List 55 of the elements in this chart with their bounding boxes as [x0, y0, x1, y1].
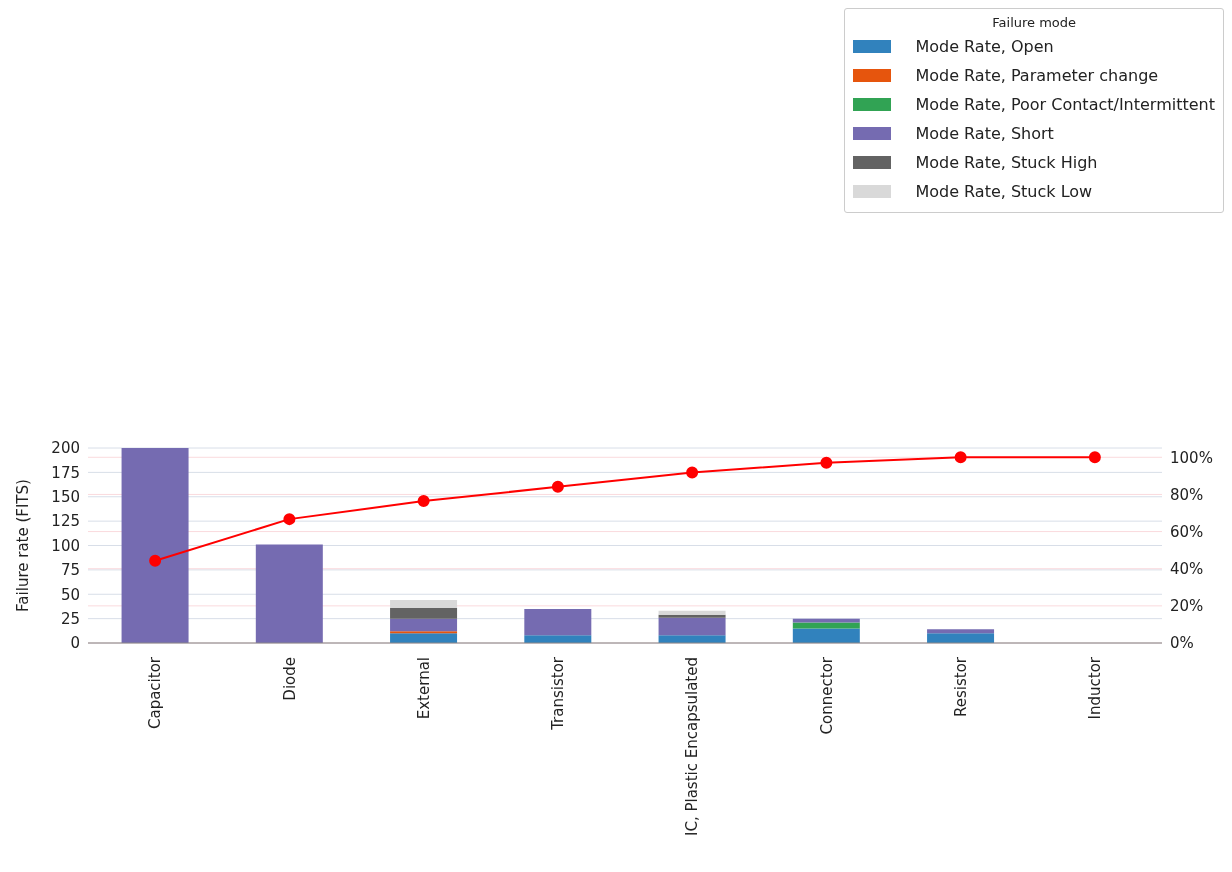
- bar: [927, 629, 995, 634]
- bar: [792, 628, 860, 643]
- x-tick-label: Inductor: [1086, 656, 1105, 720]
- bar: [658, 610, 726, 615]
- legend-label: Mode Rate, Parameter change: [915, 66, 1159, 85]
- bar: [792, 618, 860, 623]
- y2-tick-label: 40%: [1170, 560, 1204, 579]
- y-tick-label: 175: [51, 463, 80, 482]
- point: [820, 456, 833, 469]
- y-tick-label: 0: [70, 634, 80, 653]
- legend-title: Failure mode: [991, 15, 1078, 30]
- bar: [658, 614, 726, 618]
- point: [149, 554, 162, 567]
- bar: [927, 633, 995, 643]
- x-tick-label: Resistor: [951, 656, 970, 717]
- legend-label: Mode Rate, Stuck High: [915, 153, 1098, 172]
- y-tick-label: 50: [60, 585, 80, 604]
- point: [283, 513, 296, 526]
- point: [551, 480, 564, 493]
- bar: [658, 617, 726, 636]
- y-tick-label: 200: [51, 439, 80, 458]
- y2-tick-label: 0%: [1170, 634, 1194, 653]
- x-tick-label: External: [414, 657, 433, 720]
- x-tick-label: Capacitor: [146, 656, 165, 730]
- bar: [390, 633, 458, 643]
- y2-tick-label: 80%: [1170, 485, 1204, 504]
- point: [686, 466, 699, 479]
- bar: [390, 618, 458, 632]
- y-tick-label: 75: [60, 561, 80, 580]
- point: [954, 451, 967, 464]
- y2-tick-label: 100%: [1170, 448, 1213, 467]
- y2-tick-label: 60%: [1170, 522, 1204, 541]
- y-tick-label: 100: [51, 536, 80, 555]
- point: [1088, 451, 1101, 464]
- bar: [658, 635, 726, 643]
- bar: [255, 544, 323, 643]
- legend-label: Mode Rate, Poor Contact/Intermittent: [915, 95, 1215, 114]
- x-tick-label: Diode: [280, 657, 299, 701]
- y-tick-label: 25: [60, 609, 80, 628]
- legend-label: Mode Rate, Open: [915, 37, 1054, 56]
- bar: [524, 635, 592, 643]
- legend-label: Mode Rate, Short: [915, 124, 1054, 143]
- bar: [390, 607, 458, 619]
- bar: [121, 448, 189, 643]
- legend-label: Mode Rate, Stuck Low: [915, 182, 1093, 201]
- y-tick-label: 150: [51, 488, 80, 507]
- bar: [524, 608, 592, 636]
- y2-tick-label: 20%: [1170, 597, 1204, 616]
- x-tick-label: Connector: [817, 656, 836, 735]
- y-tick-label: 125: [51, 512, 80, 531]
- point: [417, 495, 430, 508]
- y-axis-title: Failure rate (FITS): [14, 479, 33, 612]
- x-tick-label: IC, Plastic Encapsulated: [683, 657, 702, 836]
- x-tick-label: Transistor: [549, 656, 568, 731]
- bar: [390, 600, 458, 608]
